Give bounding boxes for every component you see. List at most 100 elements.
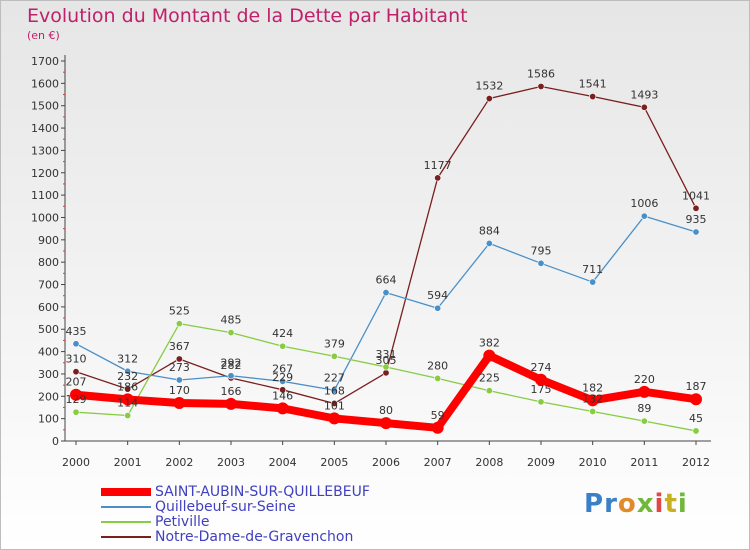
data-point <box>227 372 235 380</box>
data-point <box>173 397 186 409</box>
legend-swatch <box>101 506 151 508</box>
data-point <box>483 349 496 362</box>
data-point <box>485 239 493 247</box>
data-point <box>328 412 341 425</box>
data-point <box>589 407 597 415</box>
y-tick-label: 400 <box>38 346 59 359</box>
x-tick-label: 2000 <box>62 456 90 469</box>
data-point <box>380 417 392 430</box>
data-point <box>485 95 493 103</box>
data-point <box>692 204 700 212</box>
y-tick-label: 700 <box>38 279 59 292</box>
data-point <box>175 320 183 328</box>
data-label: 382 <box>479 337 500 350</box>
logo-letter: x <box>636 489 655 519</box>
data-point <box>72 340 80 348</box>
data-point <box>70 388 82 401</box>
y-tick-label: 300 <box>38 368 59 381</box>
legend-swatch <box>101 521 151 523</box>
data-point <box>279 377 287 385</box>
data-label: 273 <box>169 361 190 374</box>
data-label: 166 <box>221 385 242 398</box>
y-tick-label: 1200 <box>31 167 59 180</box>
legend-label: Notre-Dame-de-Gravenchon <box>155 529 354 545</box>
data-label: 45 <box>689 412 703 425</box>
legend-swatch <box>101 488 151 496</box>
data-point <box>589 93 597 101</box>
data-point <box>640 212 648 220</box>
data-point <box>434 304 442 312</box>
x-tick-label: 2002 <box>165 456 193 469</box>
logo-letter: i <box>654 489 665 519</box>
data-point <box>382 289 390 297</box>
data-label: 664 <box>376 274 397 287</box>
y-tick-label: 0 <box>52 435 59 448</box>
data-point <box>692 228 700 236</box>
legend-item: Quillebeuf-sur-Seine <box>101 499 421 515</box>
x-tick-label: 2006 <box>372 456 400 469</box>
data-point <box>124 367 132 375</box>
data-label: 282 <box>221 359 242 372</box>
legend-item: Notre-Dame-de-Gravenchon <box>101 529 421 545</box>
x-tick-label: 2008 <box>475 456 503 469</box>
data-label: 1006 <box>630 197 658 210</box>
data-label: 274 <box>531 361 552 374</box>
data-point <box>586 394 599 407</box>
data-label: 367 <box>169 340 190 353</box>
data-label: 884 <box>479 224 500 237</box>
data-label: 1532 <box>475 80 503 93</box>
data-label: 935 <box>686 213 707 226</box>
data-label: 594 <box>427 289 448 302</box>
x-tick-label: 2001 <box>114 456 142 469</box>
data-point <box>330 386 338 394</box>
data-point <box>121 393 134 406</box>
data-point <box>279 342 287 350</box>
data-point <box>382 363 390 371</box>
legend: SAINT-AUBIN-SUR-QUILLEBEUF Quillebeuf-sur… <box>101 484 421 545</box>
data-point <box>279 386 287 394</box>
data-point <box>537 82 545 90</box>
y-tick-label: 1700 <box>31 55 59 68</box>
data-point <box>330 352 338 360</box>
data-point <box>434 374 442 382</box>
data-point <box>690 393 702 406</box>
y-tick-label: 1000 <box>31 211 59 224</box>
data-point <box>225 397 237 410</box>
data-label: 207 <box>66 376 87 389</box>
y-tick-label: 1100 <box>31 189 59 202</box>
data-point <box>330 399 338 407</box>
legend-item: SAINT-AUBIN-SUR-QUILLEBEUF <box>101 484 421 500</box>
data-point <box>537 259 545 267</box>
x-tick-label: 2003 <box>217 456 245 469</box>
data-point <box>124 412 132 420</box>
data-label: 485 <box>221 314 242 327</box>
data-label: 175 <box>531 383 552 396</box>
data-label: 170 <box>169 384 190 397</box>
legend-label: Petiville <box>155 514 210 530</box>
data-label: 711 <box>582 263 603 276</box>
y-tick-label: 600 <box>38 301 59 314</box>
proxiti-logo: Proxiti <box>584 489 688 519</box>
data-label: 132 <box>582 392 603 405</box>
data-label: 80 <box>379 404 393 417</box>
data-label: 129 <box>66 393 87 406</box>
data-point <box>640 103 648 111</box>
data-point <box>431 421 444 434</box>
y-tick-label: 1600 <box>31 77 59 90</box>
data-label: 1541 <box>579 78 607 91</box>
x-tick-label: 2011 <box>630 456 658 469</box>
chart-title: Evolution du Montant de la Dette par Hab… <box>27 5 468 27</box>
x-tick-label: 2010 <box>579 456 607 469</box>
logo-letter: o <box>617 489 637 519</box>
data-label: 59 <box>431 409 445 422</box>
logo-letter: r <box>604 489 618 519</box>
data-label: 187 <box>686 380 707 393</box>
y-tick-label: 100 <box>38 413 59 426</box>
data-label: 1586 <box>527 67 555 80</box>
data-label: 379 <box>324 337 345 350</box>
x-tick-label: 2004 <box>269 456 297 469</box>
data-label: 331 <box>376 348 397 361</box>
legend-item: Petiville <box>101 514 421 530</box>
x-tick-label: 2005 <box>320 456 348 469</box>
data-label: 186 <box>117 380 138 393</box>
